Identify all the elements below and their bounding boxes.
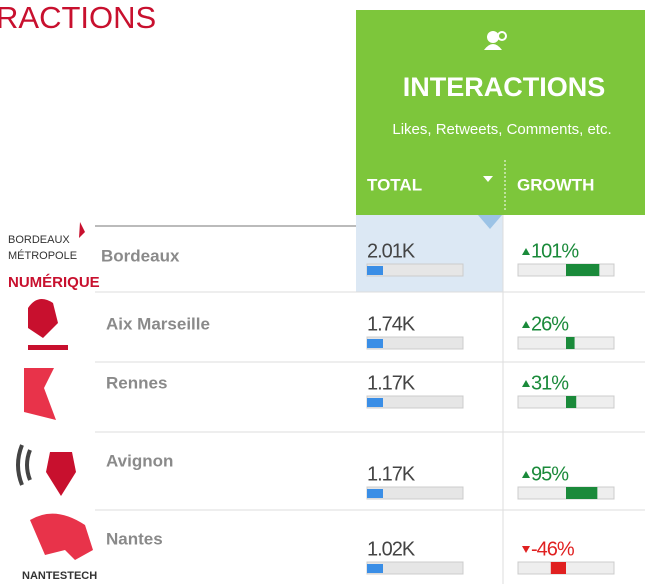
- header-icon: [484, 31, 507, 50]
- svg-text:NUMÉRIQUE: NUMÉRIQUE: [8, 274, 100, 291]
- growth-arrow: [522, 248, 530, 255]
- city-name: Nantes: [106, 529, 163, 548]
- growth-arrow: [522, 321, 530, 328]
- logos: BORDEAUX MÉTROPOLE NUMÉRIQUE NANTESTECH: [8, 222, 100, 582]
- city-name: Aix Marseille: [106, 314, 210, 333]
- total-value: 2.01K: [367, 240, 416, 262]
- total-bar: [367, 398, 383, 407]
- highlight-cell: [356, 215, 503, 292]
- header-title: INTERACTIONS: [403, 72, 606, 102]
- total-value: 1.02K: [367, 538, 416, 560]
- growth-arrow: [522, 546, 530, 553]
- growth-value: 26%: [531, 313, 569, 335]
- growth-bar: [550, 562, 566, 574]
- growth-value: 101%: [531, 240, 579, 262]
- growth-value: 95%: [531, 463, 569, 485]
- growth-bar: [566, 487, 598, 499]
- page-title: RACTIONS: [0, 0, 156, 35]
- growth-bar: [566, 264, 600, 276]
- city-name: Avignon: [106, 451, 173, 470]
- growth-bar: [566, 337, 575, 349]
- growth-arrow: [522, 471, 530, 478]
- svg-text:NANTESTECH: NANTESTECH: [22, 570, 97, 582]
- total-value: 1.74K: [367, 313, 416, 335]
- column-header[interactable]: GROWTH: [517, 175, 594, 194]
- header-subtitle: Likes, Retweets, Comments, etc.: [392, 121, 611, 138]
- corner-badge: [478, 215, 502, 229]
- total-bar: [367, 564, 383, 573]
- sort-icon[interactable]: [483, 176, 493, 182]
- svg-text:MÉTROPOLE: MÉTROPOLE: [8, 249, 77, 262]
- total-bar: [367, 266, 383, 275]
- column-header[interactable]: TOTAL: [367, 175, 422, 194]
- total-value: 1.17K: [367, 372, 416, 394]
- growth-bar: [566, 396, 577, 408]
- growth-arrow: [522, 380, 530, 387]
- growth-value: -46%: [531, 538, 575, 560]
- city-name: Bordeaux: [101, 246, 180, 265]
- growth-value: 31%: [531, 372, 569, 394]
- svg-text:BORDEAUX: BORDEAUX: [8, 234, 70, 246]
- header-block: [356, 10, 645, 215]
- total-bar: [367, 489, 383, 498]
- total-value: 1.17K: [367, 463, 416, 485]
- city-name: Rennes: [106, 373, 167, 392]
- total-bar: [367, 339, 383, 348]
